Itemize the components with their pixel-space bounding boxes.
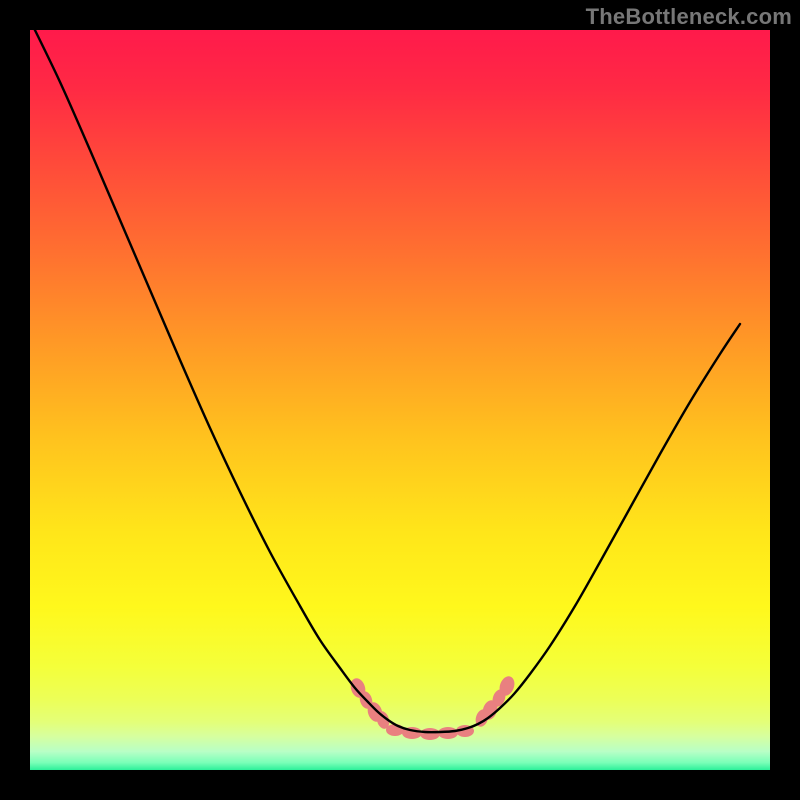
bottleneck-chart <box>0 0 800 800</box>
watermark-text: TheBottleneck.com <box>586 4 792 30</box>
chart-root <box>0 0 800 800</box>
plot-background <box>30 30 770 770</box>
marker-bottom <box>420 728 440 740</box>
